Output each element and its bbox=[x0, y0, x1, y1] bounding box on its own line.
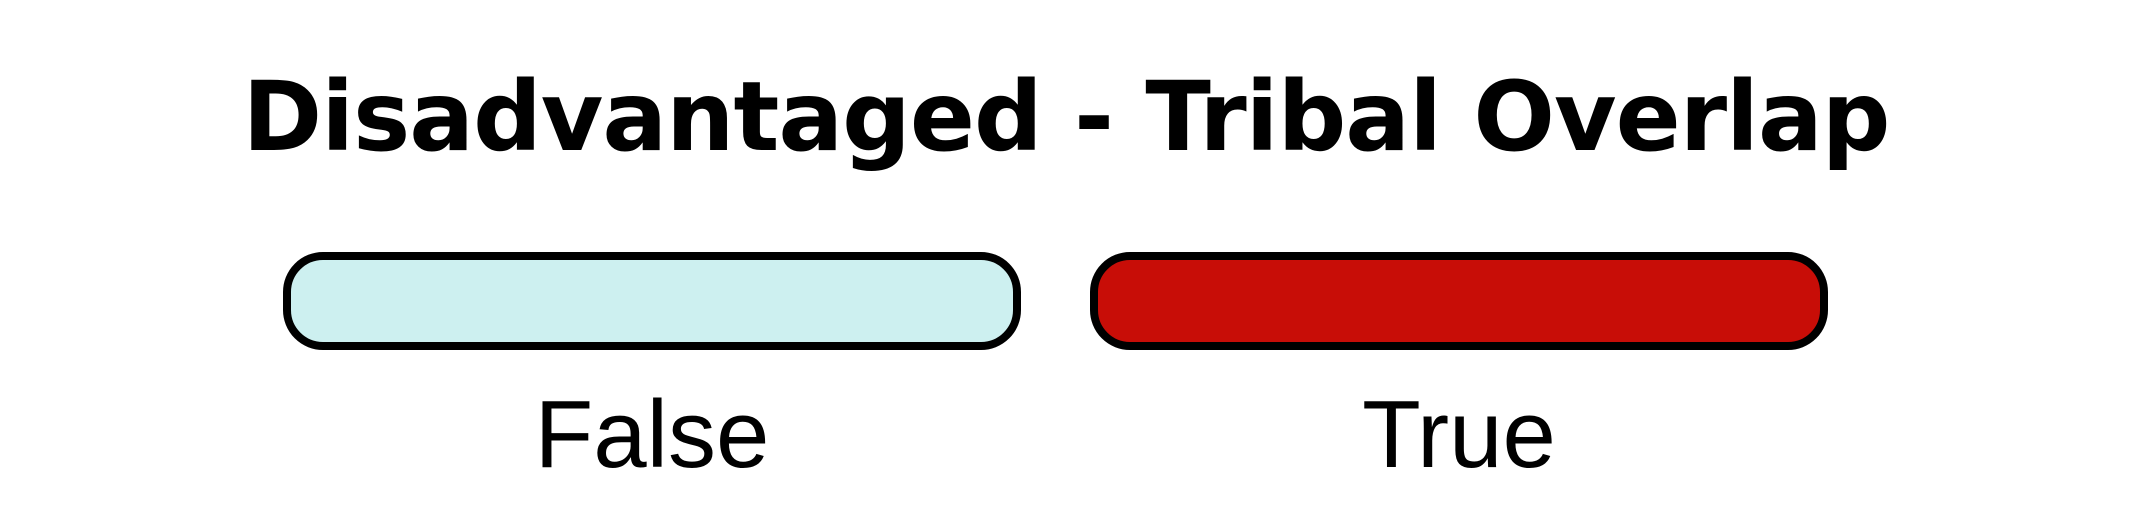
legend-swatch-true bbox=[1090, 252, 1828, 350]
legend-title: Disadvantaged - Tribal Overlap bbox=[242, 61, 1891, 173]
legend-swatch-false bbox=[283, 252, 1021, 350]
legend-label-true: True bbox=[1362, 381, 1556, 488]
legend-label-false: False bbox=[534, 381, 770, 488]
